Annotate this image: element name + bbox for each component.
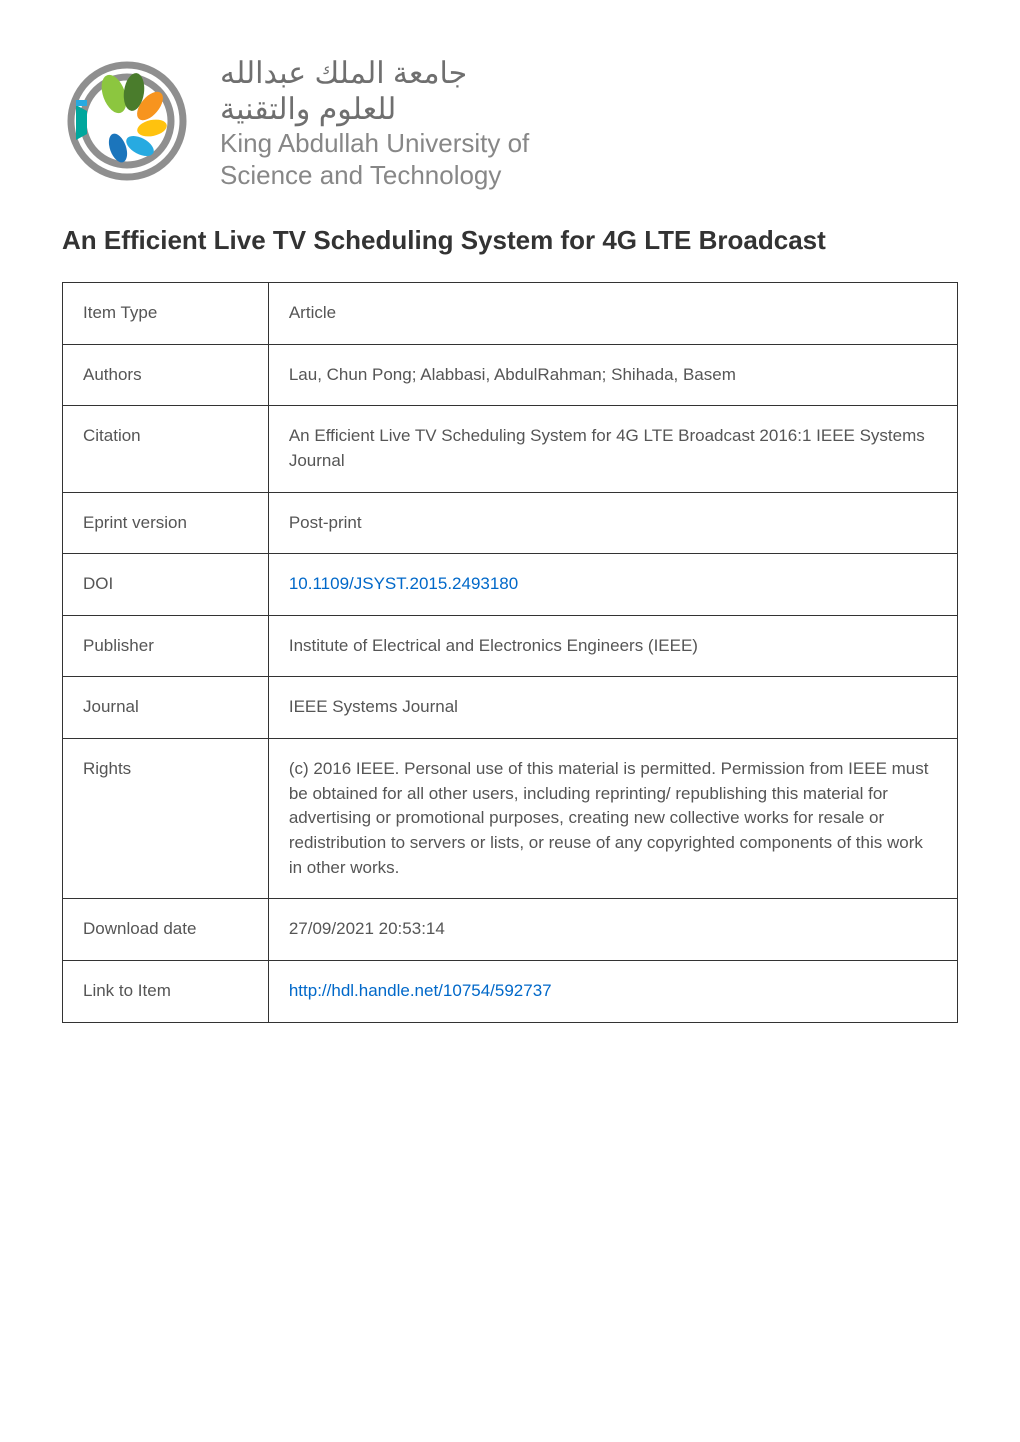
kaust-logo: [62, 56, 192, 191]
table-row: AuthorsLau, Chun Pong; Alabbasi, AbdulRa…: [63, 344, 958, 406]
meta-key: DOI: [63, 554, 269, 616]
table-row: DOI 10.1109/JSYST.2015.2493180: [63, 554, 958, 616]
table-row: Download date27/09/2021 20:53:14: [63, 899, 958, 961]
metadata-table: Item TypeArticleAuthorsLau, Chun Pong; A…: [62, 282, 958, 1023]
table-row: Item TypeArticle: [63, 283, 958, 345]
institution-arabic-line1: جامعة الملك عبدالله: [220, 56, 529, 92]
page-title: An Efficient Live TV Scheduling System f…: [62, 225, 958, 256]
meta-key: Citation: [63, 406, 269, 492]
meta-key: Item Type: [63, 283, 269, 345]
meta-value: http://hdl.handle.net/10754/592737: [268, 960, 957, 1022]
meta-key: Journal: [63, 677, 269, 739]
meta-value: Article: [268, 283, 957, 345]
meta-key: Authors: [63, 344, 269, 406]
meta-key: Publisher: [63, 615, 269, 677]
table-row: Eprint versionPost-print: [63, 492, 958, 554]
table-row: PublisherInstitute of Electrical and Ele…: [63, 615, 958, 677]
meta-key: Download date: [63, 899, 269, 961]
meta-value: Lau, Chun Pong; Alabbasi, AbdulRahman; S…: [268, 344, 957, 406]
meta-key: Link to Item: [63, 960, 269, 1022]
table-row: Rights(c) 2016 IEEE. Personal use of thi…: [63, 739, 958, 899]
meta-link[interactable]: http://hdl.handle.net/10754/592737: [289, 981, 552, 1000]
meta-value: An Efficient Live TV Scheduling System f…: [268, 406, 957, 492]
meta-value: Institute of Electrical and Electronics …: [268, 615, 957, 677]
meta-value: 27/09/2021 20:53:14: [268, 899, 957, 961]
table-row: JournalIEEE Systems Journal: [63, 677, 958, 739]
institution-text: جامعة الملك عبدالله للعلوم والتقنية King…: [220, 56, 529, 190]
institution-en-line2: Science and Technology: [220, 160, 529, 191]
institution-arabic-line2: للعلوم والتقنية: [220, 92, 529, 128]
institution-en-line1: King Abdullah University of: [220, 128, 529, 159]
meta-value: (c) 2016 IEEE. Personal use of this mate…: [268, 739, 957, 899]
meta-value: IEEE Systems Journal: [268, 677, 957, 739]
meta-link[interactable]: 10.1109/JSYST.2015.2493180: [289, 574, 518, 593]
meta-key: Rights: [63, 739, 269, 899]
table-row: Link to Item http://hdl.handle.net/10754/…: [63, 960, 958, 1022]
table-row: CitationAn Efficient Live TV Scheduling …: [63, 406, 958, 492]
meta-key: Eprint version: [63, 492, 269, 554]
header: جامعة الملك عبدالله للعلوم والتقنية King…: [62, 56, 958, 191]
meta-value: Post-print: [268, 492, 957, 554]
meta-value: 10.1109/JSYST.2015.2493180: [268, 554, 957, 616]
metadata-table-body: Item TypeArticleAuthorsLau, Chun Pong; A…: [63, 283, 958, 1023]
kaust-logo-svg: [62, 56, 192, 186]
